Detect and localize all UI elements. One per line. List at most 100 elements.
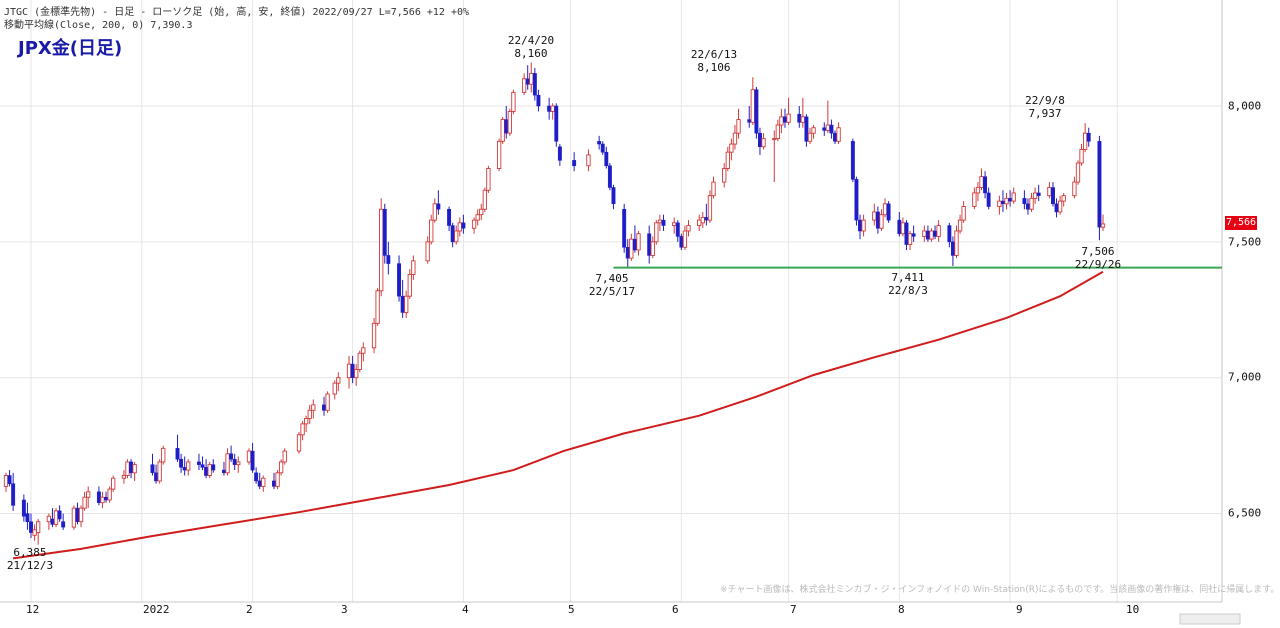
candle [1100, 214, 1106, 231]
scrollbar-track[interactable] [1179, 613, 1241, 625]
candle-body-down [704, 217, 709, 221]
candle [450, 222, 455, 248]
candle-body-up [775, 124, 780, 140]
candle [121, 470, 127, 484]
candle-body-down [758, 132, 762, 148]
candle [100, 491, 105, 509]
candle-body-up [36, 521, 41, 534]
candle [861, 214, 866, 237]
candle-body-up [529, 72, 534, 85]
candle [479, 203, 484, 221]
candle [21, 494, 26, 522]
candle [375, 288, 380, 327]
candle [979, 168, 984, 191]
candle-body-down [822, 127, 827, 131]
candle [1029, 192, 1034, 212]
candle-body-up [479, 208, 484, 216]
candle [82, 491, 87, 511]
candle-body-up [125, 461, 130, 476]
candle [275, 470, 280, 490]
candle [682, 225, 688, 251]
candle [661, 214, 666, 231]
candle [904, 220, 909, 251]
candle [379, 198, 384, 297]
candle-body-up [1100, 223, 1106, 228]
candle [1026, 198, 1030, 215]
candle-body-up [772, 138, 777, 141]
candle-body-down [175, 448, 180, 460]
candle-body-up [1004, 197, 1009, 205]
candle-body-up [879, 214, 884, 229]
candle-body-up [1047, 187, 1052, 197]
candle [96, 486, 101, 506]
candle-body-up [1072, 181, 1077, 197]
candle [1022, 190, 1027, 210]
candle [407, 269, 412, 299]
candle [179, 453, 184, 473]
candle [875, 206, 880, 234]
candle-body-up [736, 119, 741, 134]
candle-body-down [783, 116, 787, 123]
candle-body-up [725, 151, 730, 169]
candle-body-down [400, 295, 405, 313]
candle [400, 279, 405, 318]
candle-body-down [797, 113, 802, 123]
candle [911, 225, 916, 242]
candle [278, 459, 284, 476]
candle-body-down [104, 496, 109, 501]
annotation-date: 21/12/3 [6, 559, 54, 572]
candle-body-down [257, 480, 262, 487]
candle [972, 187, 977, 210]
candle [296, 432, 302, 454]
candle-body-down [197, 461, 201, 465]
x-tick-7: 7 [790, 603, 797, 616]
annotation-date: 22/9/26 [1074, 258, 1122, 271]
candle [997, 195, 1002, 215]
candle [282, 448, 287, 465]
candle-body-down [554, 105, 559, 142]
candle-body-up [511, 91, 516, 112]
candle [357, 350, 362, 373]
candle [897, 211, 902, 237]
candle-body-up [811, 127, 816, 134]
candle-body-up [997, 200, 1002, 207]
candle [750, 77, 755, 126]
candle [629, 233, 634, 261]
x-tick-4: 4 [462, 603, 469, 616]
candle-body-up [157, 461, 162, 482]
candle [272, 472, 276, 490]
candle [954, 225, 959, 259]
candle [300, 421, 305, 441]
x-tick-6: 6 [672, 603, 679, 616]
x-tick-10: 10 [1126, 603, 1140, 616]
candle [632, 225, 637, 253]
candle-body-down [182, 467, 187, 471]
candle-body-up [429, 219, 434, 243]
candle-body-up [500, 119, 505, 142]
candle [507, 108, 512, 136]
candle-body-down [611, 187, 616, 205]
candle [447, 206, 452, 231]
candle-body-down [532, 73, 537, 96]
candle [1086, 127, 1091, 147]
candle-body-down [536, 94, 541, 107]
candle-body-up [304, 418, 309, 425]
candle [261, 475, 266, 492]
candle [471, 217, 477, 234]
candle [425, 236, 430, 264]
candle-body-down [1036, 192, 1041, 196]
candle-body-up [78, 507, 84, 523]
candle-body-up [225, 453, 230, 474]
candle [611, 184, 616, 210]
candle [804, 114, 809, 147]
candle [504, 106, 509, 139]
candle-body-up [454, 230, 459, 243]
candle [525, 65, 530, 90]
candle-body-down [150, 464, 155, 474]
candle-body-down [450, 225, 455, 243]
candle-body-up [46, 515, 52, 523]
candle [229, 445, 234, 462]
candle-body-down [950, 241, 955, 256]
candle [346, 355, 352, 389]
candle-body-up [32, 529, 37, 536]
